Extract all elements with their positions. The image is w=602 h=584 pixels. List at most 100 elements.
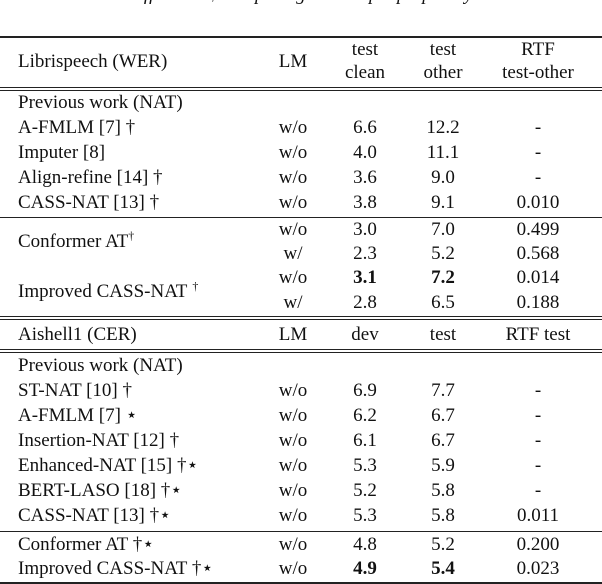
- header-test-clean-top: test: [351, 39, 379, 60]
- test-other-value: 11.1: [426, 142, 460, 163]
- test-value: 5.2: [431, 534, 455, 555]
- header-double-rule-2: [0, 352, 602, 353]
- section-label-previous-work: Previous work (NAT): [18, 355, 183, 376]
- rtf-value: 0.010: [516, 192, 560, 213]
- header-test-other-bottom: other: [423, 62, 463, 83]
- dev-value: 6.2: [353, 405, 377, 426]
- model-name: Enhanced-NAT [15] †⋆: [18, 455, 199, 476]
- header-double-rule-1: [0, 87, 602, 88]
- section-rule: [0, 217, 602, 218]
- table-caption: difference † comparing the sample perple…: [0, 0, 602, 6]
- test-clean-value: 6.6: [353, 117, 377, 138]
- section-label-previous-work: Previous work (NAT): [18, 92, 183, 113]
- test-clean-value: 3.0: [353, 219, 377, 240]
- dev-value: 6.1: [353, 430, 377, 451]
- lm-value: w/o: [278, 480, 308, 501]
- lm-value: w/o: [278, 192, 308, 213]
- test-value: 5.9: [431, 455, 455, 476]
- section-double-rule-2: [0, 319, 602, 320]
- dev-value: 5.3: [353, 505, 377, 526]
- lm-value: w/o: [278, 405, 308, 426]
- lm-value: w/o: [278, 430, 308, 451]
- lm-value: w/o: [278, 558, 308, 579]
- test-value: 6.7: [431, 405, 455, 426]
- rtf-value: 0.023: [516, 558, 560, 579]
- header-dataset: Aishell1 (CER): [18, 324, 137, 345]
- rtf-value: -: [534, 405, 542, 426]
- model-name: Improved CASS-NAT †: [18, 278, 199, 302]
- test-value: 5.8: [431, 505, 455, 526]
- model-name: ST-NAT [10] †: [18, 380, 133, 401]
- header-rtf-top: RTF: [521, 39, 555, 60]
- model-name: CASS-NAT [13] †⋆: [18, 505, 172, 526]
- test-value: 5.8: [431, 480, 455, 501]
- header-test-clean-bottom: clean: [344, 62, 386, 83]
- dev-value: 5.2: [353, 480, 377, 501]
- dagger-superscript: †: [192, 278, 199, 293]
- header-lm: LM: [278, 51, 308, 72]
- lm-value: w/o: [278, 167, 308, 188]
- rtf-value: -: [534, 167, 542, 188]
- test-value: 5.4: [431, 558, 455, 579]
- rtf-value: 0.188: [516, 292, 560, 313]
- dev-value: 4.9: [353, 558, 377, 579]
- dev-value: 5.3: [353, 455, 377, 476]
- test-clean-value: 3.6: [353, 167, 377, 188]
- model-name: Insertion-NAT [12] †: [18, 430, 180, 451]
- test-other-value: 5.2: [431, 243, 455, 264]
- rtf-value: -: [534, 430, 542, 451]
- lm-value: w/o: [278, 534, 308, 555]
- rtf-value: -: [534, 380, 542, 401]
- model-name: BERT-LASO [18] †⋆: [18, 480, 183, 501]
- header-double-rule-1: [0, 349, 602, 350]
- test-clean-value: 2.3: [353, 243, 377, 264]
- model-name: A-FMLM [7] ⋆: [18, 405, 138, 426]
- header-rtf-bottom: test-other: [502, 62, 574, 83]
- test-other-value: 9.1: [431, 192, 455, 213]
- rtf-value: -: [534, 142, 542, 163]
- model-name: Imputer [8]: [18, 142, 106, 163]
- rtf-value: 0.200: [516, 534, 560, 555]
- test-other-value: 6.5: [431, 292, 455, 313]
- lm-value: w/o: [278, 219, 308, 240]
- header-test-other-top: test: [429, 39, 457, 60]
- lm-value: w/o: [278, 142, 308, 163]
- test-other-value: 12.2: [426, 117, 460, 138]
- top-rule: [0, 36, 602, 38]
- rtf-value: -: [534, 455, 542, 476]
- model-name: Conformer AT †⋆: [18, 534, 155, 555]
- header-rtf-test: RTF test: [505, 324, 571, 345]
- rtf-value: -: [534, 117, 542, 138]
- test-value: 7.7: [431, 380, 455, 401]
- header-lm: LM: [278, 324, 308, 345]
- lm-value: w/o: [278, 380, 308, 401]
- model-name: Improved CASS-NAT †⋆: [18, 558, 214, 579]
- rtf-value: 0.568: [516, 243, 560, 264]
- test-other-value: 7.0: [431, 219, 455, 240]
- bottom-rule: [0, 582, 602, 584]
- rtf-value: -: [534, 480, 542, 501]
- section-rule: [0, 531, 602, 532]
- rtf-value: 0.014: [516, 267, 560, 288]
- section-double-rule-1: [0, 316, 602, 317]
- header-dataset: Librispeech (WER): [18, 51, 168, 72]
- model-name: Conformer AT†: [18, 228, 135, 252]
- model-name: CASS-NAT [13] †: [18, 192, 160, 213]
- lm-value: w/o: [278, 505, 308, 526]
- test-other-value: 7.2: [431, 267, 455, 288]
- lm-value: w/o: [278, 117, 308, 138]
- lm-value: w/o: [278, 267, 308, 288]
- dagger-superscript: †: [128, 228, 135, 243]
- test-clean-value: 3.8: [353, 192, 377, 213]
- model-name: A-FMLM [7] †: [18, 117, 136, 138]
- lm-value: w/: [283, 292, 303, 313]
- dev-value: 6.9: [353, 380, 377, 401]
- test-clean-value: 3.1: [353, 267, 377, 288]
- test-clean-value: 2.8: [353, 292, 377, 313]
- test-clean-value: 4.0: [353, 142, 377, 163]
- header-double-rule-2: [0, 90, 602, 91]
- header-dev: dev: [351, 324, 379, 345]
- test-other-value: 9.0: [431, 167, 455, 188]
- rtf-value: 0.499: [516, 219, 560, 240]
- rtf-value: 0.011: [516, 505, 560, 526]
